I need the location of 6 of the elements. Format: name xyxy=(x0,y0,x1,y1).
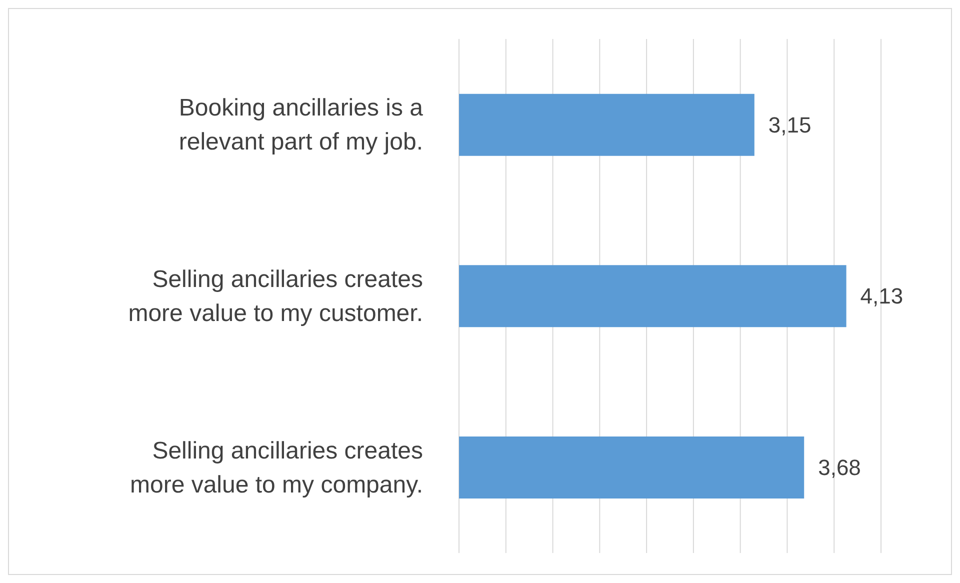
data-label: 4,13 xyxy=(860,284,904,309)
y-tick-label: Selling ancillaries creates more value to my company. xyxy=(130,436,423,498)
y-tick-label: Selling ancillaries creates more value to my customer. xyxy=(128,266,423,326)
data-label: 3,15 xyxy=(768,112,812,138)
y-tick-label: Booking ancillaries is a relevant part of my job. xyxy=(178,94,424,156)
data-label: 3,68 xyxy=(818,454,861,480)
